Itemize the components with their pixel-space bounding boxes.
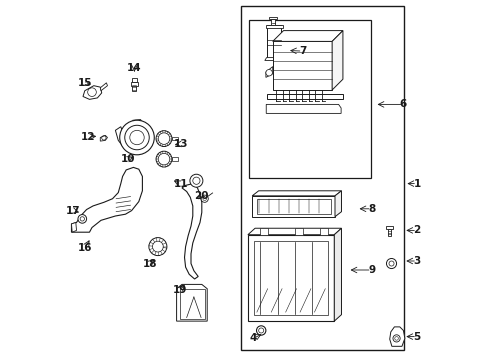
Polygon shape (261, 228, 269, 235)
Polygon shape (72, 167, 143, 232)
Text: 9: 9 (368, 265, 375, 275)
Text: 20: 20 (194, 191, 208, 201)
Polygon shape (248, 235, 334, 321)
Polygon shape (335, 191, 342, 217)
Text: 5: 5 (414, 332, 421, 342)
Bar (132, 78, 137, 82)
Text: 1: 1 (414, 179, 421, 189)
Polygon shape (294, 228, 303, 235)
Polygon shape (266, 104, 341, 113)
Circle shape (149, 238, 167, 256)
Polygon shape (176, 284, 207, 321)
Polygon shape (332, 31, 343, 90)
Polygon shape (252, 191, 342, 196)
Text: 12: 12 (81, 132, 96, 142)
Bar (270, 17, 277, 19)
Polygon shape (100, 135, 107, 141)
Bar (130, 82, 138, 86)
Polygon shape (72, 222, 76, 232)
Polygon shape (116, 127, 129, 147)
Text: 15: 15 (77, 78, 92, 88)
Bar (172, 137, 178, 140)
Polygon shape (83, 86, 102, 99)
Polygon shape (265, 58, 283, 60)
Text: 11: 11 (174, 179, 189, 189)
Text: 17: 17 (66, 206, 80, 216)
Bar (132, 81, 136, 91)
Circle shape (393, 335, 400, 342)
Bar (387, 226, 393, 229)
Text: 14: 14 (127, 63, 142, 73)
Text: 10: 10 (121, 154, 135, 164)
Polygon shape (252, 196, 335, 217)
Text: 13: 13 (174, 139, 189, 149)
Polygon shape (100, 83, 107, 91)
Text: 6: 6 (400, 99, 407, 109)
Polygon shape (268, 94, 343, 99)
Polygon shape (182, 184, 202, 279)
Polygon shape (273, 31, 343, 41)
Circle shape (257, 326, 266, 335)
Text: 18: 18 (143, 258, 157, 269)
Polygon shape (273, 41, 332, 90)
Bar (248, 20, 371, 178)
Bar (388, 229, 391, 236)
Text: 8: 8 (368, 204, 375, 214)
Circle shape (201, 195, 208, 202)
Text: 16: 16 (77, 243, 92, 253)
Bar (180, 289, 205, 319)
Bar (241, 6, 404, 350)
Polygon shape (390, 327, 405, 346)
Text: 7: 7 (299, 46, 306, 56)
Text: 2: 2 (414, 225, 421, 235)
Bar (268, 25, 281, 58)
Polygon shape (248, 228, 342, 235)
Text: 19: 19 (173, 285, 187, 295)
Circle shape (120, 120, 154, 155)
Polygon shape (266, 67, 273, 77)
Circle shape (78, 215, 87, 223)
Circle shape (156, 131, 172, 147)
Polygon shape (266, 25, 283, 28)
Bar (172, 157, 178, 161)
Circle shape (190, 174, 203, 187)
Circle shape (156, 151, 172, 167)
Text: 3: 3 (414, 256, 421, 266)
Bar (257, 199, 331, 214)
Bar (254, 241, 328, 315)
Circle shape (387, 258, 396, 269)
Polygon shape (334, 228, 342, 321)
Polygon shape (320, 228, 328, 235)
Bar (271, 19, 275, 25)
Text: 4: 4 (249, 333, 257, 343)
Circle shape (266, 69, 272, 76)
Polygon shape (133, 120, 143, 123)
